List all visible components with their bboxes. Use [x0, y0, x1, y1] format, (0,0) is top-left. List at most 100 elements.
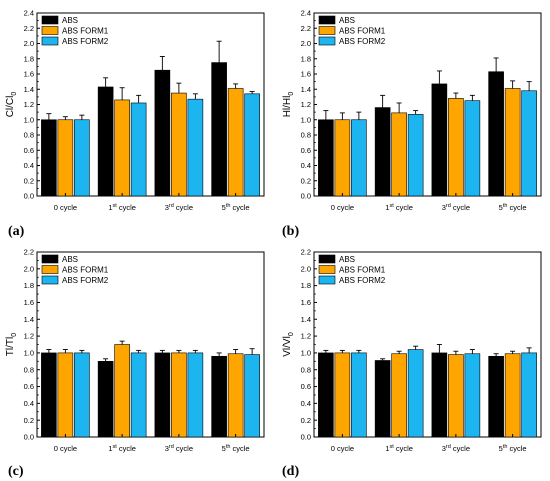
- y-tick-label: 0.2: [24, 416, 34, 425]
- x-tick-label: 3rd cycle: [442, 444, 470, 453]
- x-tick-label: 0 cycle: [331, 203, 354, 212]
- x-tick-label: 5th cycle: [499, 444, 527, 453]
- legend-swatch: [41, 15, 59, 25]
- bar-abs-form1: [334, 352, 351, 438]
- bar-abs: [211, 355, 227, 438]
- bar-abs: [154, 69, 171, 197]
- bar-abs-form2: [74, 119, 90, 197]
- bar-abs: [97, 86, 114, 197]
- bar-abs-form2: [464, 100, 481, 197]
- y-tick-label: 0.2: [301, 416, 311, 425]
- x-tick-label-superscript: st: [112, 203, 117, 209]
- x-tick-label-rest: cycle: [117, 444, 136, 453]
- bar-abs: [488, 71, 504, 197]
- x-tick-label: 5th cycle: [222, 203, 250, 212]
- x-tick-label-main: 0 cycle: [331, 444, 354, 453]
- y-tick-label: 2.0: [24, 39, 34, 48]
- x-tick-label-main: 3: [165, 203, 169, 212]
- y-tick-label: 0.8: [301, 365, 311, 374]
- bar-abs: [41, 119, 57, 197]
- x-tick-label: 5th cycle: [222, 444, 250, 453]
- y-tick-label: 1.0: [301, 349, 311, 358]
- y-tick-label: 1.2: [301, 332, 311, 341]
- y-tick-label: 1.6: [301, 70, 311, 79]
- bar-abs-form1: [227, 353, 244, 438]
- bar-abs: [154, 352, 171, 438]
- x-tick-label-rest: cycle: [117, 203, 136, 212]
- y-tick-label: 1.2: [301, 100, 311, 109]
- x-tick-label: 3rd cycle: [442, 203, 470, 212]
- y-tick-label: 0.8: [24, 131, 34, 140]
- x-tick-label: 1st cycle: [108, 203, 136, 212]
- y-tick-label: 1.4: [24, 315, 34, 324]
- bar-abs-form1: [171, 352, 187, 438]
- y-tick-label: 0.4: [301, 161, 311, 170]
- y-tick-label: 2.2: [24, 24, 34, 33]
- bar-abs-form2: [351, 352, 367, 438]
- legend-swatch: [41, 275, 59, 285]
- y-tick-label: 0.0: [24, 192, 34, 201]
- x-tick-label-main: 1: [108, 203, 112, 212]
- legend-swatch: [318, 15, 336, 25]
- y-tick-label: 2.2: [301, 24, 311, 33]
- bar-abs: [318, 119, 334, 197]
- legend-label: ABS: [339, 255, 355, 264]
- bar-abs-form1: [448, 354, 464, 438]
- y-tick-label: 2.0: [24, 264, 34, 273]
- bar-abs-form1: [171, 92, 187, 197]
- y-axis-label-subscript: 0: [11, 333, 18, 337]
- legend-label: ABS FORM2: [339, 37, 386, 46]
- bar-abs-form2: [244, 93, 260, 197]
- y-tick-label: 1.4: [24, 85, 34, 94]
- y-tick-label: 1.0: [24, 115, 34, 124]
- y-axis-label-subscript: 0: [288, 332, 295, 336]
- legend-swatch: [41, 36, 59, 46]
- y-tick-label: 1.8: [24, 54, 34, 63]
- x-tick-label-rest: cycle: [394, 444, 413, 453]
- x-tick-label: 3rd cycle: [165, 203, 193, 212]
- panel-label: (d): [282, 464, 299, 479]
- legend-label: ABS FORM1: [339, 266, 386, 275]
- legend-swatch: [41, 254, 59, 264]
- y-tick-label: 1.2: [24, 100, 34, 109]
- bar-abs-form1: [57, 119, 74, 197]
- y-axis-label-main: Tl/Tl: [5, 337, 16, 356]
- bar-abs: [318, 352, 334, 438]
- y-axis-label-main: Vl/Vl: [282, 336, 293, 357]
- panel-label: (a): [8, 224, 25, 239]
- bar-abs: [374, 107, 391, 197]
- bar-abs-form2: [187, 352, 204, 438]
- bar-abs-form2: [407, 349, 424, 438]
- legend-swatch: [318, 275, 336, 285]
- x-tick-label-main: 5: [222, 203, 226, 212]
- chart-panel-1: 0.0 0.2 0.4 0.6 0.8 1.0 1.2 1.4 1.6 1.8 2.0 2.2 2.4 C…: [5, 9, 265, 239]
- x-tick-label-superscript: st: [389, 444, 394, 450]
- y-tick-label: 0.0: [24, 433, 34, 442]
- bar-abs-form1: [334, 119, 351, 197]
- x-tick-label-superscript: th: [503, 444, 508, 450]
- x-tick-label-rest: cycle: [451, 444, 470, 453]
- y-tick-label: 0.2: [24, 176, 34, 185]
- y-tick-label: 1.8: [24, 281, 34, 290]
- y-axis-label: Tl/Tl0: [5, 333, 18, 356]
- y-tick-label: 0.8: [301, 131, 311, 140]
- y-tick-label: 0.8: [24, 365, 34, 374]
- y-tick-label: 2.2: [24, 248, 34, 257]
- x-tick-label-rest: cycle: [507, 203, 526, 212]
- x-tick-label: 0 cycle: [54, 444, 77, 453]
- x-tick-label: 3rd cycle: [165, 444, 193, 453]
- y-tick-label: 1.6: [24, 298, 34, 307]
- x-tick-label: 0 cycle: [54, 203, 77, 212]
- y-axis-label-main: Hl/Hl: [282, 96, 293, 118]
- y-tick-label: 0.4: [24, 161, 34, 170]
- x-tick-label-main: 1: [385, 203, 389, 212]
- x-tick-label-main: 0 cycle: [331, 203, 354, 212]
- bar-abs-form2: [521, 90, 537, 197]
- legend-label: ABS FORM1: [339, 27, 386, 36]
- bar-abs-form2: [187, 98, 204, 197]
- x-tick-label-superscript: rd: [446, 444, 451, 450]
- y-tick-label: 1.8: [301, 281, 311, 290]
- y-axis-label: Cl/Cl0: [5, 92, 18, 118]
- legend-swatch: [41, 265, 59, 274]
- bar-abs-form1: [504, 88, 521, 197]
